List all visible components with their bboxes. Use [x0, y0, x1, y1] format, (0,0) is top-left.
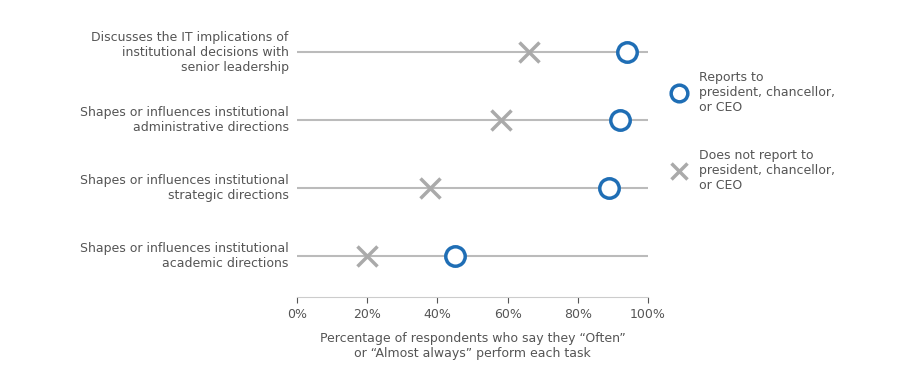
Legend: Reports to
president, chancellor,
or CEO, Does not report to
president, chancell: Reports to president, chancellor, or CEO… — [662, 66, 840, 197]
X-axis label: Percentage of respondents who say they “Often”
or “Almost always” perform each t: Percentage of respondents who say they “… — [320, 332, 626, 360]
